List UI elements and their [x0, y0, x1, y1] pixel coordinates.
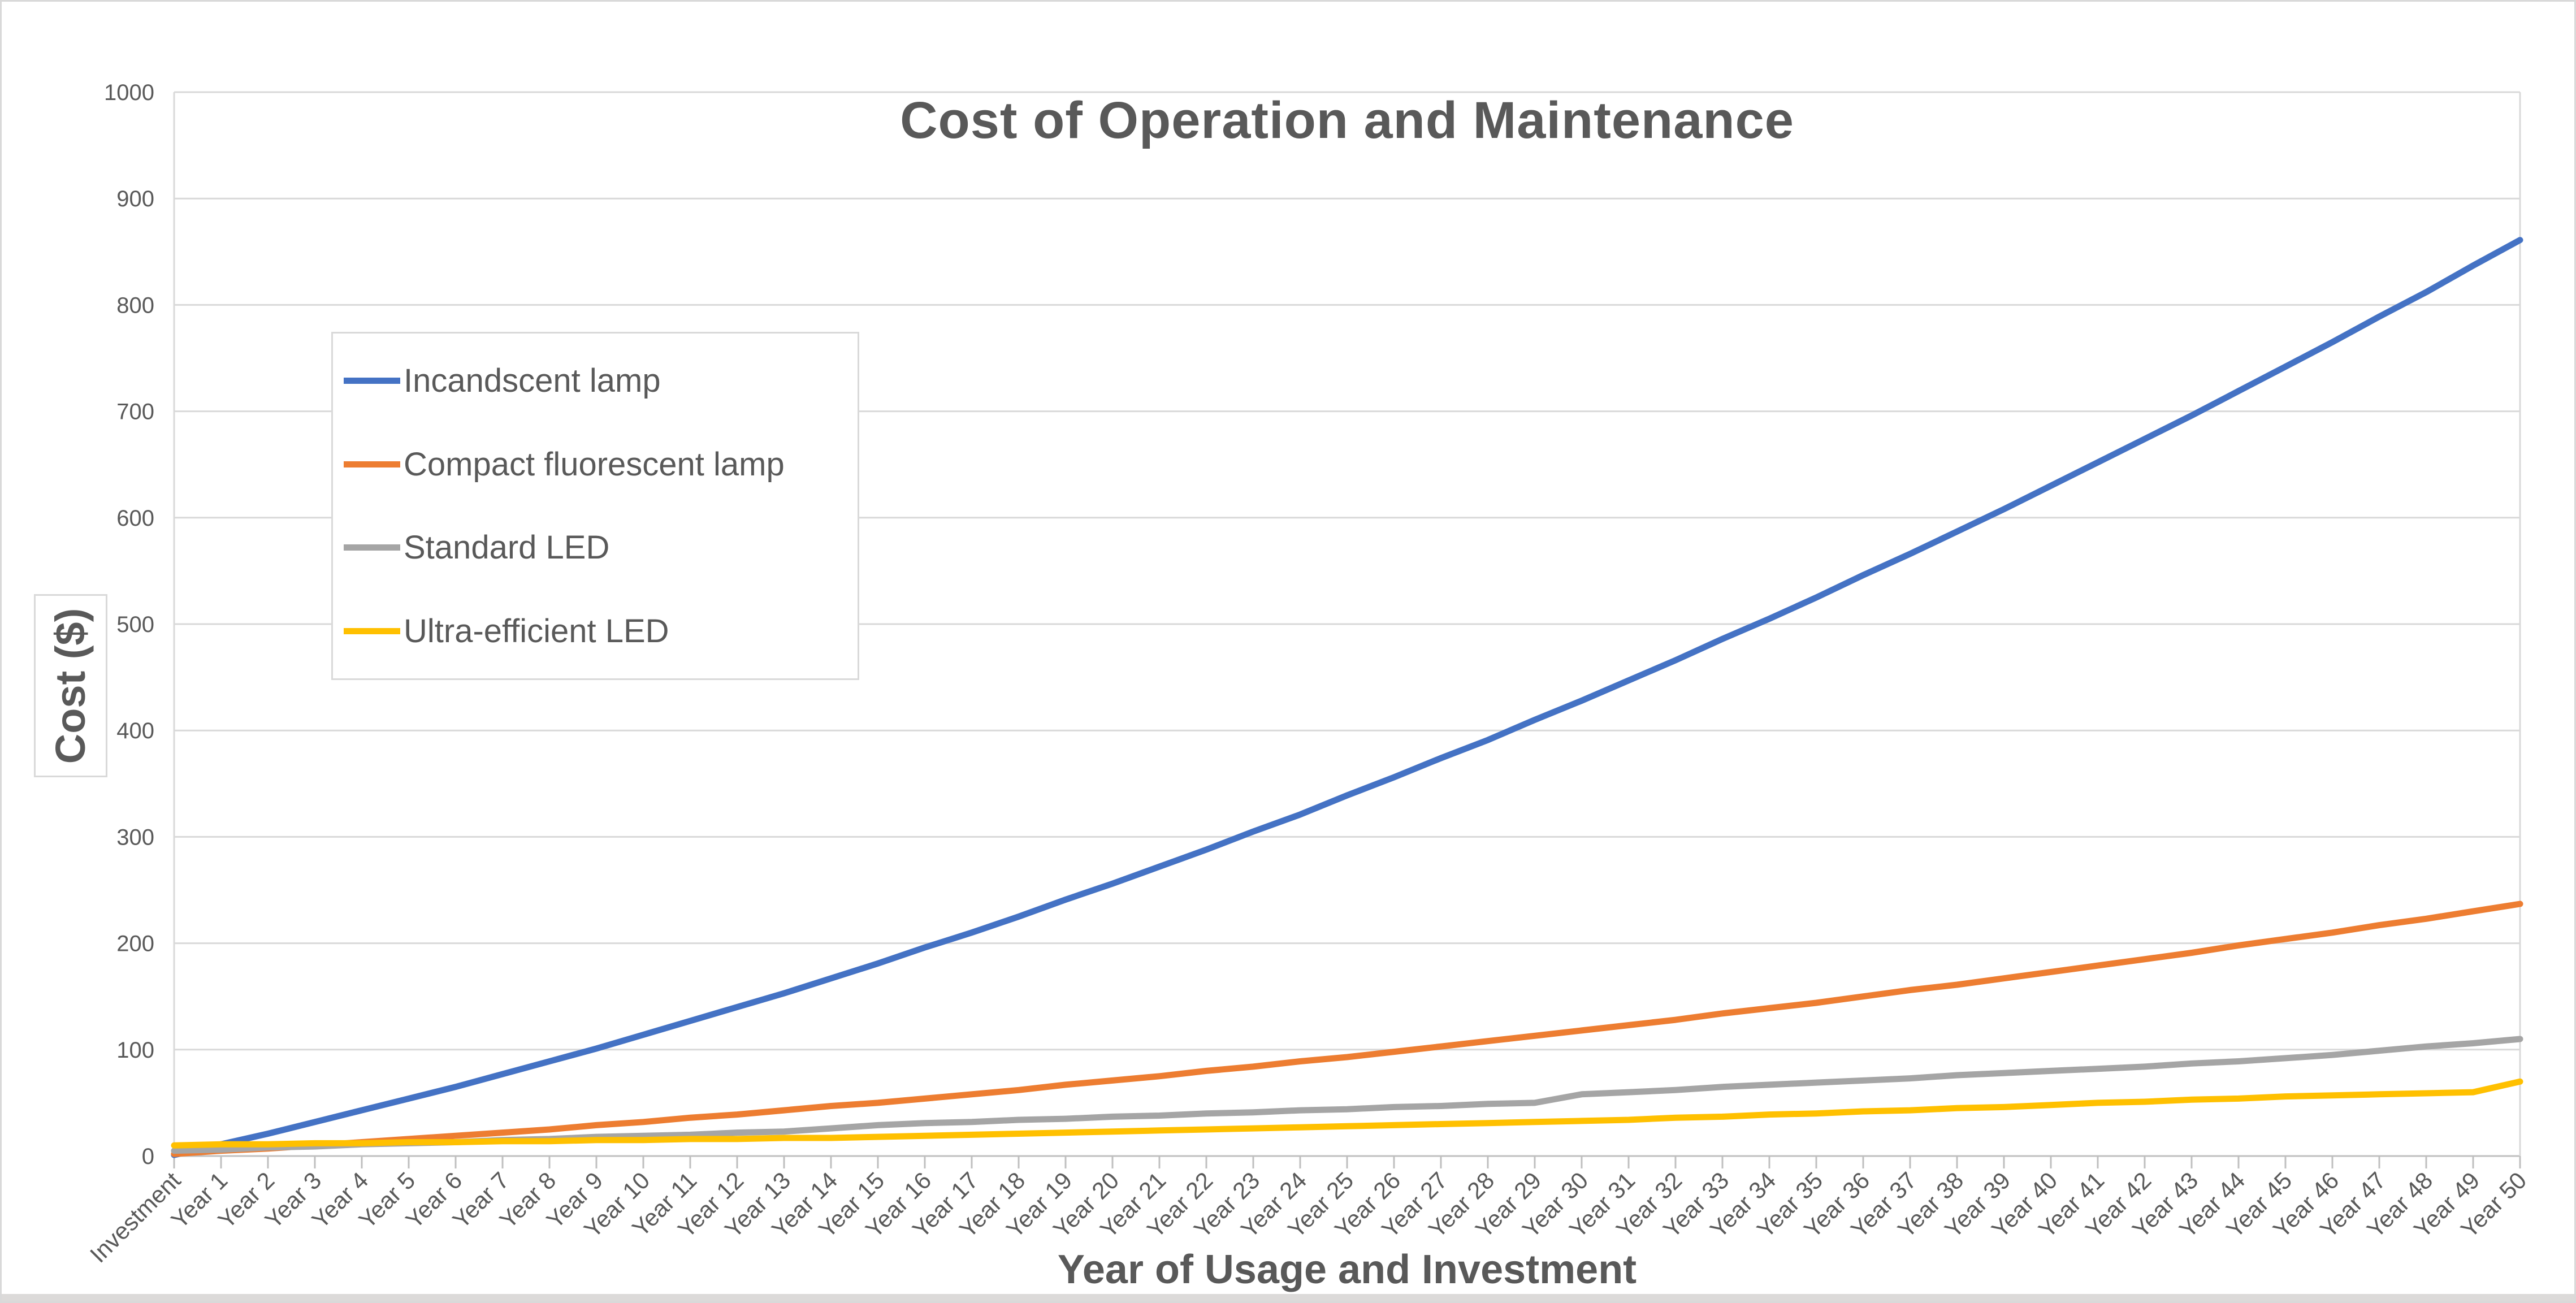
- y-tick-label: 1000: [104, 80, 154, 105]
- y-tick-label: 200: [116, 932, 154, 956]
- series-line: [171, 237, 2523, 1158]
- y-tick-label: 400: [116, 718, 154, 743]
- y-axis-title-box: Cost ($): [34, 594, 107, 777]
- y-tick-label: 0: [142, 1144, 154, 1169]
- legend-item: Standard LED: [344, 529, 858, 566]
- legend-swatch: [344, 461, 400, 467]
- series-line: [171, 901, 2523, 1157]
- legend-label: Standard LED: [404, 529, 610, 566]
- y-tick-label: 300: [116, 825, 154, 850]
- legend-item: Incandscent lamp: [344, 362, 858, 400]
- y-tick-label: 100: [116, 1038, 154, 1063]
- bottom-strip: [2, 1294, 2574, 1301]
- legend: Incandscent lamp Compact fluorescent lamp…: [331, 332, 859, 680]
- y-tick-label: 800: [116, 293, 154, 318]
- y-tick-label: 900: [116, 187, 154, 211]
- legend-item: Ultra-efficient LED: [344, 612, 858, 650]
- legend-label: Ultra-efficient LED: [404, 612, 669, 650]
- y-tick-label: 600: [116, 506, 154, 531]
- legend-label: Compact fluorescent lamp: [404, 445, 785, 483]
- legend-swatch: [344, 544, 400, 551]
- y-tick-label: 500: [116, 612, 154, 637]
- series-line: [171, 1078, 2523, 1149]
- legend-swatch: [344, 627, 400, 634]
- y-axis-title: Cost ($): [47, 608, 94, 764]
- legend-label: Incandscent lamp: [404, 362, 661, 400]
- legend-swatch: [344, 378, 400, 384]
- x-axis-title: Year of Usage and Investment: [1057, 1247, 1637, 1292]
- y-tick-label: 700: [116, 400, 154, 425]
- chart-title: Cost of Operation and Maintenance: [900, 92, 1794, 149]
- legend-item: Compact fluorescent lamp: [344, 445, 858, 483]
